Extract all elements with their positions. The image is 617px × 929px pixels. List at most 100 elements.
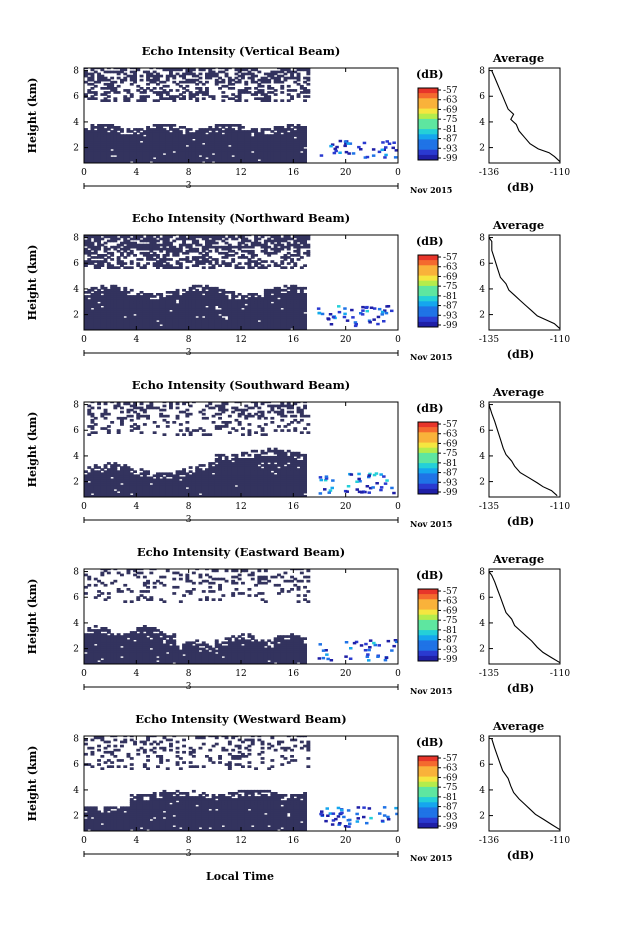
echo-cell (267, 478, 272, 482)
echo-cell (221, 95, 226, 98)
echo-cell (136, 492, 141, 496)
echo-cell (93, 482, 98, 486)
echo-cell (149, 492, 154, 496)
echo-cell (286, 245, 291, 249)
echo-cell (286, 160, 291, 163)
echo-cell (267, 134, 272, 137)
echo-cell (257, 140, 262, 144)
echo-cell (188, 309, 193, 313)
echo-cell (263, 144, 268, 148)
echo-cell (97, 313, 101, 317)
echo-cell (267, 148, 272, 152)
echo-cell (296, 327, 301, 330)
echo-cell (136, 315, 141, 319)
echo-cell (299, 126, 304, 129)
echo-cell (214, 295, 219, 298)
echo-cell (244, 408, 249, 412)
echo-cell (116, 158, 121, 162)
echo-cell (214, 313, 219, 317)
echo-cell (270, 327, 275, 330)
echo-cell (149, 293, 154, 296)
echo-cell (100, 325, 105, 329)
echo-cell (293, 319, 298, 323)
echo-cell (188, 128, 193, 131)
echo-cell (84, 68, 88, 70)
echo-cell (218, 464, 222, 467)
echo-cell (113, 472, 118, 476)
echo-cell (113, 245, 118, 249)
echo-cell (293, 288, 298, 292)
echo-cell (299, 325, 304, 329)
echo-cell (364, 306, 368, 309)
echo-cell (116, 480, 121, 484)
echo-cell (172, 68, 177, 72)
echo-cell (254, 327, 258, 330)
echo-cell (172, 74, 177, 78)
echo-cell (142, 150, 147, 154)
echo-cell (133, 319, 137, 323)
echo-cell (270, 309, 275, 313)
echo-cell (214, 490, 219, 494)
echo-cell (205, 130, 209, 133)
echo-cell (129, 490, 134, 494)
echo-cell (277, 235, 281, 239)
echo-cell (224, 251, 229, 255)
echo-cell (133, 241, 137, 245)
echo-cell (218, 80, 222, 84)
echo-cell (257, 132, 262, 135)
echo-cell (234, 142, 239, 146)
echo-cell (126, 74, 131, 78)
echo-cell (244, 138, 249, 142)
y-tick-label: 2 (73, 144, 79, 154)
echo-cell (221, 327, 226, 330)
echo-cell (162, 325, 167, 329)
echo-cell (280, 128, 285, 131)
x-tick-label: 12 (235, 335, 246, 345)
echo-cell (97, 144, 101, 148)
echo-cell (123, 305, 128, 309)
echo-cell (182, 293, 186, 296)
echo-cell (205, 311, 209, 315)
echo-cell (280, 317, 285, 321)
echo-cell (146, 414, 150, 418)
echo-cell (227, 476, 232, 480)
echo-cell (165, 319, 170, 323)
echo-cell (159, 472, 164, 476)
echo-cell (195, 154, 200, 158)
echo-cell (283, 146, 288, 150)
echo-cell (169, 126, 173, 129)
echo-cell (182, 402, 186, 406)
echo-cell (270, 156, 275, 160)
echo-cell (208, 95, 213, 98)
echo-cell (172, 134, 177, 137)
echo-cell (234, 99, 239, 102)
echo-cell (286, 303, 291, 306)
echo-cell (214, 412, 219, 416)
echo-cell (244, 132, 249, 135)
echo-cell (149, 317, 154, 321)
echo-cell (231, 130, 236, 133)
echo-cell (260, 235, 265, 239)
echo-cell (172, 132, 177, 135)
echo-cell (280, 297, 285, 300)
echo-cell (191, 323, 196, 327)
echo-cell (286, 313, 291, 317)
echo-cell (133, 295, 137, 298)
echo-cell (247, 87, 252, 90)
echo-cell (221, 325, 226, 329)
echo-cell (286, 140, 291, 144)
echo-cell (185, 72, 190, 76)
echo-cell (299, 158, 304, 162)
echo-cell (198, 327, 203, 330)
echo-cell (244, 142, 249, 146)
echo-cell (231, 470, 236, 473)
echo-cell (273, 288, 278, 292)
echo-cell (188, 482, 193, 486)
echo-cell (218, 160, 222, 163)
echo-cell (93, 237, 98, 241)
echo-cell (250, 414, 255, 418)
echo-cell (267, 235, 272, 237)
echo-cell (263, 156, 268, 160)
echo-cell (208, 299, 213, 302)
echo-cell (191, 482, 196, 486)
